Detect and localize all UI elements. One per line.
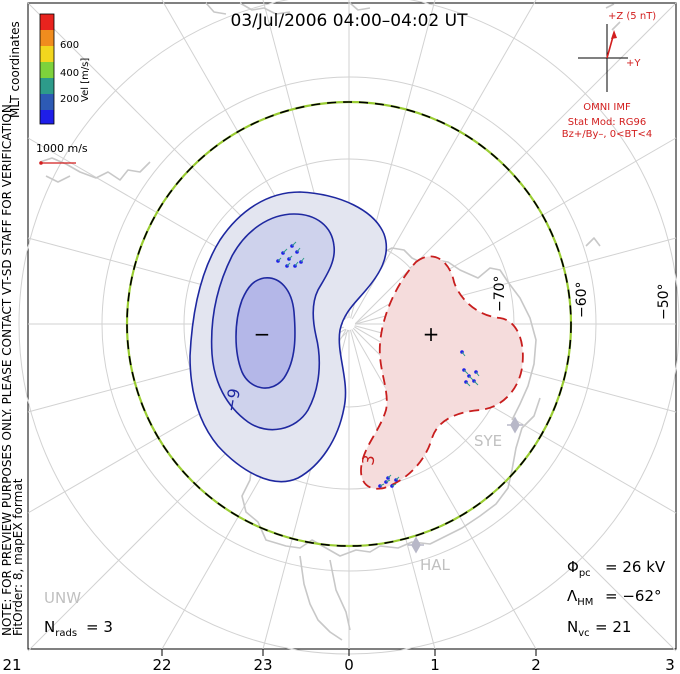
color-bar-segment-6 — [40, 110, 54, 124]
coastline-far-east — [585, 3, 621, 247]
nrads-subscript: rads — [55, 628, 77, 639]
coordinates-label: MLT coordinates — [8, 21, 22, 118]
station-sye-label: SYE — [474, 432, 502, 450]
velocity-vectors — [276, 241, 480, 488]
color-bar-outline — [39, 13, 55, 125]
magnetic-pole-marker — [343, 318, 355, 330]
nrads-symbol: N — [44, 618, 55, 636]
latitude-label-60: −60° — [574, 281, 590, 318]
mlt-label-2: 2 — [531, 656, 541, 674]
negative-convection-cell — [189, 191, 388, 483]
hm-boundary-black — [126, 101, 572, 547]
mlt-label-0: 0 — [344, 656, 354, 674]
coastline-north-top — [205, 2, 371, 15]
color-bar-segment-3 — [40, 62, 54, 78]
map-title: 03/Jul/2006 04:00–04:02 UT — [231, 11, 469, 31]
latitude-label-50: −50° — [656, 283, 672, 320]
color-bar-label: Vel [m/s] — [80, 58, 91, 102]
imf-source: OMNI IMF — [583, 102, 631, 113]
mlt-axis-ticks — [161, 649, 537, 656]
imf-condition: Bz+/By–, 0<BT<4 — [562, 129, 652, 140]
color-bar-segment-1 — [40, 30, 54, 46]
mlt-label-22: 22 — [152, 656, 171, 674]
nvc-subscript: vc — [578, 628, 589, 639]
fit-note: FitOrder: 8, mapEX format — [11, 478, 25, 636]
svg-text:ΛHM: ΛHM — [567, 587, 593, 608]
station-hal-label: HAL — [420, 556, 451, 574]
negative-contour-value: −9 — [221, 387, 244, 414]
nvc-symbol: N — [567, 618, 578, 636]
phi-value: = 26 kV — [605, 558, 666, 576]
coastline-ross — [299, 555, 351, 641]
svg-text:Nvc: Nvc — [567, 618, 590, 639]
station-unw-label: UNW — [44, 589, 81, 607]
imf-clock-diagram — [578, 24, 628, 92]
positive-center-label: + — [423, 322, 440, 346]
color-bar-segment-5 — [40, 94, 54, 110]
stat-cross-polar-potential: Φpc = 26 kV — [567, 558, 666, 579]
reference-vector-origin — [39, 161, 43, 165]
imf-y-label: +Y — [626, 58, 641, 69]
svg-text:Nrads: Nrads — [44, 618, 77, 639]
station-markers — [408, 416, 523, 554]
stat-vector-count: Nvc = 21 — [567, 618, 631, 639]
positive-contour-value: 3 — [358, 453, 378, 466]
negative-contour-inner — [235, 277, 296, 389]
negative-center-label: − — [254, 322, 271, 346]
positive-convection-cell — [360, 255, 524, 490]
nvc-value: = 21 — [595, 618, 631, 636]
station-sye-marker — [507, 416, 523, 434]
phi-symbol: Φ — [567, 558, 579, 576]
mlt-label-1: 1 — [430, 656, 440, 674]
mlt-label-3: 3 — [665, 656, 675, 674]
velocity-color-bar — [39, 13, 55, 125]
coastline-antarctic-west — [227, 397, 541, 557]
vector-cluster-south — [378, 474, 400, 488]
lambda-subscript: HM — [577, 597, 593, 608]
mlt-label-21: 21 — [2, 656, 21, 674]
imf-z-label: +Z (5 nT) — [608, 11, 656, 22]
mlt-label-23: 23 — [253, 656, 272, 674]
vector-cluster-west — [276, 241, 305, 268]
svg-text:Φpc: Φpc — [567, 558, 591, 579]
reference-vector-label: 1000 m/s — [36, 142, 88, 155]
color-bar-segment-0 — [40, 14, 54, 30]
coastline-south-america — [39, 157, 151, 183]
preview-note: NOTE: FOR PREVIEW PURPOSES ONLY. PLEASE … — [0, 100, 14, 636]
positive-contour — [360, 255, 524, 490]
color-bar-tick-200: 200 — [60, 94, 79, 105]
imf-vector-arrowhead — [611, 30, 617, 39]
lambda-value: = −62° — [605, 587, 662, 605]
station-hal-marker — [408, 536, 424, 554]
color-bar-tick-600: 600 — [60, 40, 79, 51]
color-bar-segment-4 — [40, 78, 54, 94]
imf-model: Stat Mod: RG96 — [568, 117, 647, 128]
nrads-value: = 3 — [86, 618, 113, 636]
lambda-symbol: Λ — [567, 587, 578, 605]
phi-subscript: pc — [579, 568, 591, 579]
stat-radar-count: Nrads = 3 — [44, 618, 113, 639]
plot-frame — [27, 2, 677, 650]
vector-cluster-east — [460, 350, 480, 387]
color-bar-tick-400: 400 — [60, 68, 79, 79]
color-bar-segment-2 — [40, 46, 54, 62]
latitude-label-70: −70° — [492, 275, 508, 312]
stat-hm-boundary: ΛHM = −62° — [567, 587, 662, 608]
